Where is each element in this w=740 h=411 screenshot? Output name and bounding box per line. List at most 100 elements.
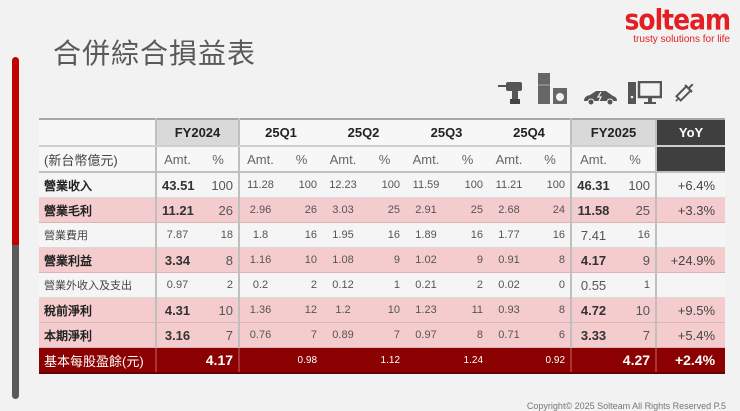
- table-row-pretax-income: 稅前淨利 4.31 10 1.36 12 1.2 10 1.23 11 0.93…: [39, 297, 726, 323]
- table-row-net-income: 本期淨利 3.16 7 0.76 7 0.89 7 0.97 8 0.71 6 …: [39, 322, 726, 348]
- fy2024-pct: 18: [198, 222, 241, 248]
- q2-amt: 1.2: [322, 297, 365, 323]
- period-header-25q4: 25Q4: [488, 118, 573, 147]
- fy2025-pct: 10: [615, 297, 657, 323]
- fy2025-pct: 1: [615, 272, 657, 298]
- fy2025-pct: 25: [615, 197, 657, 223]
- q4-pct: 8: [530, 247, 573, 273]
- q3-amt: 2.91: [405, 197, 448, 223]
- q1-pct: 7: [281, 322, 323, 348]
- q2-pct: 1: [364, 272, 406, 298]
- q1-amt: 2.96: [239, 197, 282, 223]
- fy2024-pct: 100: [198, 172, 241, 198]
- amt-subheader: Amt.: [156, 146, 198, 173]
- fy2025-amt: 4.17: [571, 247, 616, 273]
- q3-pct: 2: [447, 272, 489, 298]
- fy2024-amt: 0.97: [156, 272, 198, 298]
- q1-pct: 2: [281, 272, 323, 298]
- q1-pct: 12: [281, 297, 323, 323]
- q3-amt: 11.59: [405, 172, 448, 198]
- q1-amt: 1.8: [239, 222, 282, 248]
- blank-header-cell: [39, 118, 157, 147]
- subheader-row: (新台幣億元) Amt. % Amt. % Amt. % Amt. % Amt.…: [39, 146, 726, 173]
- fy2024-pct: 26: [198, 197, 241, 223]
- fy2024-amt: 43.51: [156, 172, 198, 198]
- period-header-row: FY2024 25Q1 25Q2 25Q3 25Q4 FY2025 YoY: [39, 118, 726, 147]
- table-row-revenue: 營業收入 43.51 100 11.28 100 12.23 100 11.59…: [39, 172, 726, 198]
- row-label: 營業外收入及支出: [39, 272, 157, 298]
- copyright-footer: Copyright© 2025 Solteam All Rights Reser…: [526, 401, 726, 411]
- yoy-value: [655, 222, 726, 248]
- q2-amt: 1.08: [322, 247, 365, 273]
- fy2025-pct: 16: [615, 222, 657, 248]
- row-label: 營業收入: [39, 172, 157, 198]
- logo-wordmark: solteam: [624, 2, 731, 37]
- fy2024-pct: 8: [198, 247, 241, 273]
- q4-amt: 2.68: [488, 197, 531, 223]
- fy2024-amt: 11.21: [156, 197, 198, 223]
- fy2024-pct: 10: [198, 297, 241, 323]
- q3-amt: 1.23: [405, 297, 448, 323]
- eps-q1: 0.98: [239, 347, 323, 374]
- q2-pct: 10: [364, 297, 406, 323]
- pct-subheader: %: [364, 146, 406, 173]
- amt-subheader: Amt.: [571, 146, 616, 173]
- q4-amt: 0.71: [488, 322, 531, 348]
- logo-tagline: trusty solutions for life: [633, 34, 730, 45]
- yoy-value: +24.9%: [655, 247, 726, 273]
- fy2024-amt: 3.34: [156, 247, 198, 273]
- eps-label: 基本每股盈餘(元): [39, 347, 157, 374]
- q3-amt: 1.89: [405, 222, 448, 248]
- fy2024-amt: 7.87: [156, 222, 198, 248]
- fy2024-amt: 4.31: [156, 297, 198, 323]
- q4-amt: 0.93: [488, 297, 531, 323]
- yoy-value: +3.3%: [655, 197, 726, 223]
- period-header-25q3: 25Q3: [405, 118, 489, 147]
- q1-pct: 16: [281, 222, 323, 248]
- fy2025-pct: 9: [615, 247, 657, 273]
- q4-pct: 6: [530, 322, 573, 348]
- q4-pct: 16: [530, 222, 573, 248]
- pct-subheader: %: [198, 146, 241, 173]
- pct-subheader: %: [281, 146, 323, 173]
- solteam-logo: solteam trusty solutions for life: [624, 2, 731, 45]
- yoy-subheader-blank: [655, 146, 726, 173]
- pct-subheader: %: [530, 146, 573, 173]
- q4-amt: 1.77: [488, 222, 531, 248]
- q2-pct: 7: [364, 322, 406, 348]
- fy2025-amt: 46.31: [571, 172, 616, 198]
- q3-amt: 0.21: [405, 272, 448, 298]
- pct-subheader: %: [447, 146, 489, 173]
- period-header-fy2025: FY2025: [571, 118, 657, 147]
- period-header-25q1: 25Q1: [239, 118, 323, 147]
- q3-pct: 100: [447, 172, 489, 198]
- q3-amt: 0.97: [405, 322, 448, 348]
- row-label: 營業利益: [39, 247, 157, 273]
- q4-amt: 0.91: [488, 247, 531, 273]
- q3-pct: 9: [447, 247, 489, 273]
- yoy-header: YoY: [655, 118, 726, 147]
- eps-q2: 1.12: [322, 347, 406, 374]
- fy2025-amt: 11.58: [571, 197, 616, 223]
- amt-subheader: Amt.: [239, 146, 282, 173]
- q1-amt: 0.76: [239, 322, 282, 348]
- drill-icon: [498, 77, 528, 110]
- q2-amt: 12.23: [322, 172, 365, 198]
- desktop-computer-icon: [628, 80, 663, 110]
- fy2025-amt: 4.72: [571, 297, 616, 323]
- q2-amt: 0.12: [322, 272, 365, 298]
- q1-amt: 0.2: [239, 272, 282, 298]
- amt-subheader: Amt.: [488, 146, 531, 173]
- row-label: 營業毛利: [39, 197, 157, 223]
- table-row-operating-income: 營業利益 3.34 8 1.16 10 1.08 9 1.02 9 0.91 8…: [39, 247, 726, 273]
- fy2025-amt: 0.55: [571, 272, 616, 298]
- q2-pct: 25: [364, 197, 406, 223]
- period-header-25q2: 25Q2: [322, 118, 406, 147]
- q1-amt: 1.36: [239, 297, 282, 323]
- q4-pct: 8: [530, 297, 573, 323]
- q2-pct: 16: [364, 222, 406, 248]
- fy2024-pct: 2: [198, 272, 241, 298]
- unit-label: (新台幣億元): [39, 146, 157, 173]
- fy2025-pct: 100: [615, 172, 657, 198]
- table-row-eps: 基本每股盈餘(元) 4.17 0.98 1.12 1.24 0.92 4.27 …: [39, 347, 726, 374]
